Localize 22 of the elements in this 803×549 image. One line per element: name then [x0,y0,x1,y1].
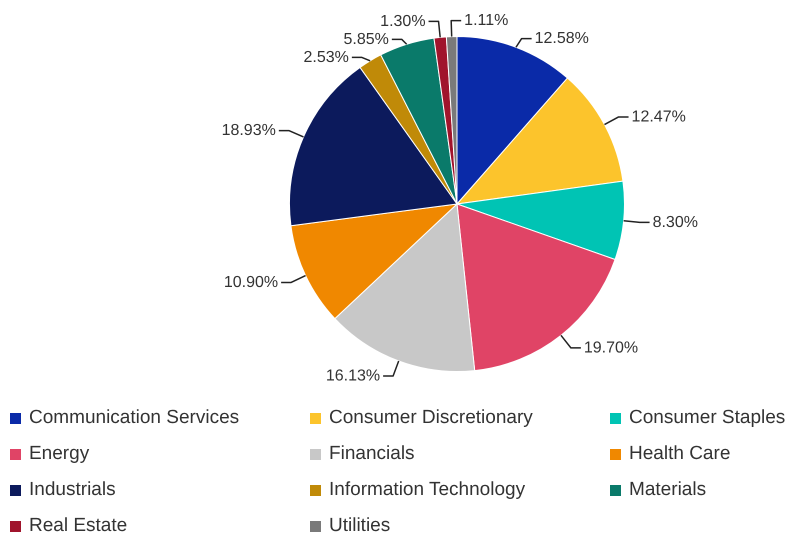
legend-label: Real Estate [28,514,128,538]
legend-label: Consumer Staples [628,406,786,430]
legend-label: Communication Services [28,406,240,430]
legend-label: Consumer Discretionary [328,406,534,430]
legend-label: Information Technology [328,478,526,502]
data-label: 12.58% [534,30,589,47]
data-label: 10.90% [224,274,278,291]
data-label: 2.53% [303,48,349,66]
data-label: 8.30% [652,214,698,231]
data-label: 1.30% [380,12,426,30]
data-label: 1.11% [464,12,508,29]
data-label: 16.13% [326,367,380,384]
legend-label: Materials [628,478,708,502]
legend-label: Utilities [328,514,392,538]
legend-label: Industrials [28,478,117,502]
data-label: 18.93% [222,122,276,139]
data-label: 12.47% [632,108,686,126]
data-label: 19.70% [584,339,638,356]
legend-label: Energy [28,442,90,466]
legend-label: Health Care [628,442,732,466]
data-label: 5.85% [343,30,389,48]
legend-label: Financials [328,442,416,466]
